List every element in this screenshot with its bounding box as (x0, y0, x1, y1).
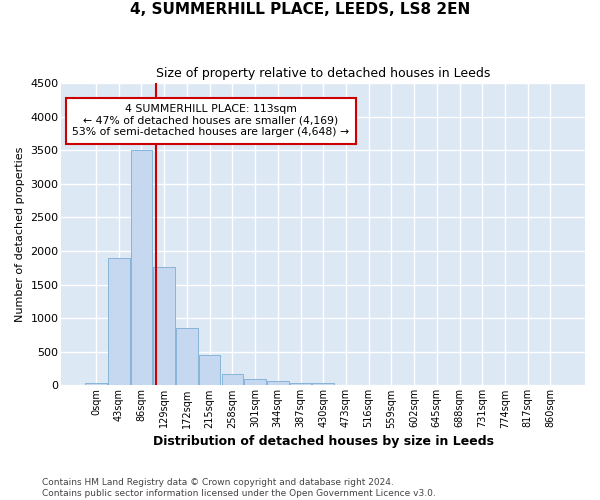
Bar (108, 258, 130, 386)
X-axis label: Distribution of detached houses by size in Leeds: Distribution of detached houses by size … (153, 434, 494, 448)
Bar (267, 382, 289, 386)
Title: Size of property relative to detached houses in Leeds: Size of property relative to detached ho… (156, 68, 490, 80)
Y-axis label: Number of detached properties: Number of detached properties (15, 146, 25, 322)
Text: Contains HM Land Registry data © Crown copyright and database right 2024.
Contai: Contains HM Land Registry data © Crown c… (42, 478, 436, 498)
Bar (290, 383, 311, 386)
Bar (176, 328, 198, 386)
Text: 4 SUMMERHILL PLACE: 113sqm
← 47% of detached houses are smaller (4,169)
53% of s: 4 SUMMERHILL PLACE: 113sqm ← 47% of deta… (72, 104, 349, 138)
Bar (244, 378, 266, 386)
Bar (221, 374, 243, 386)
Bar (85, 382, 107, 386)
Bar (199, 355, 220, 386)
Bar (131, 150, 152, 386)
Bar (313, 382, 334, 386)
Text: 4, SUMMERHILL PLACE, LEEDS, LS8 2EN: 4, SUMMERHILL PLACE, LEEDS, LS8 2EN (130, 2, 470, 18)
Bar (154, 267, 175, 386)
